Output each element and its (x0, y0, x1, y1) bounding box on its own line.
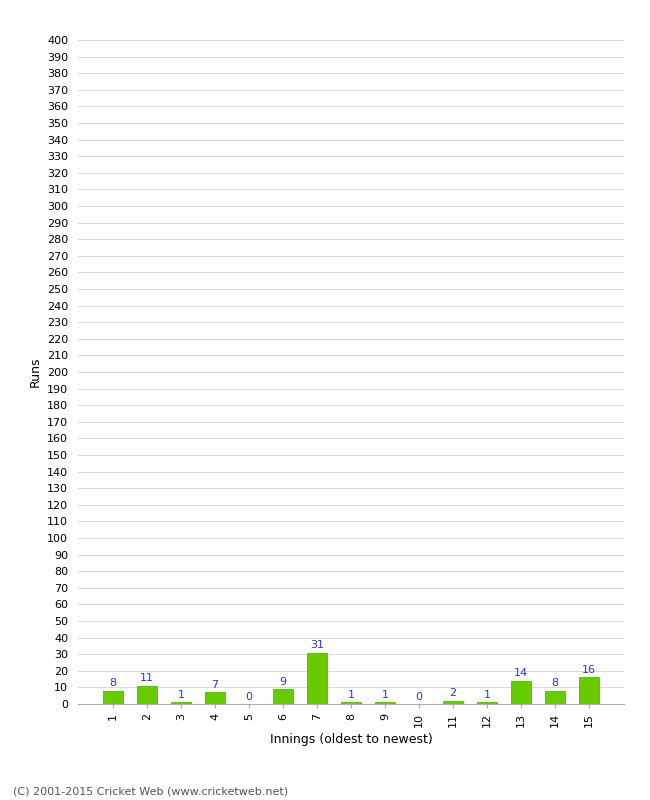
Bar (307, 653, 327, 704)
Bar (477, 702, 497, 704)
Text: 16: 16 (582, 665, 596, 675)
Bar (545, 690, 566, 704)
Text: 1: 1 (382, 690, 389, 700)
Bar (136, 686, 157, 704)
Text: 0: 0 (246, 691, 252, 702)
Bar (443, 701, 463, 704)
Bar (205, 692, 225, 704)
Text: 2: 2 (449, 688, 456, 698)
Bar (375, 702, 395, 704)
X-axis label: Innings (oldest to newest): Innings (oldest to newest) (270, 733, 432, 746)
Bar (171, 702, 191, 704)
Bar (103, 690, 124, 704)
Text: 7: 7 (211, 680, 218, 690)
Text: 9: 9 (280, 677, 287, 686)
Text: 1: 1 (177, 690, 185, 700)
Text: 8: 8 (109, 678, 116, 688)
Text: 31: 31 (310, 640, 324, 650)
Bar (341, 702, 361, 704)
Text: 8: 8 (551, 678, 558, 688)
Y-axis label: Runs: Runs (29, 357, 42, 387)
Text: (C) 2001-2015 Cricket Web (www.cricketweb.net): (C) 2001-2015 Cricket Web (www.cricketwe… (13, 786, 288, 796)
Text: 1: 1 (484, 690, 491, 700)
Bar (578, 678, 599, 704)
Text: 0: 0 (415, 691, 423, 702)
Bar (511, 681, 531, 704)
Text: 1: 1 (348, 690, 354, 700)
Text: 14: 14 (514, 668, 528, 678)
Text: 11: 11 (140, 674, 154, 683)
Bar (273, 689, 293, 704)
